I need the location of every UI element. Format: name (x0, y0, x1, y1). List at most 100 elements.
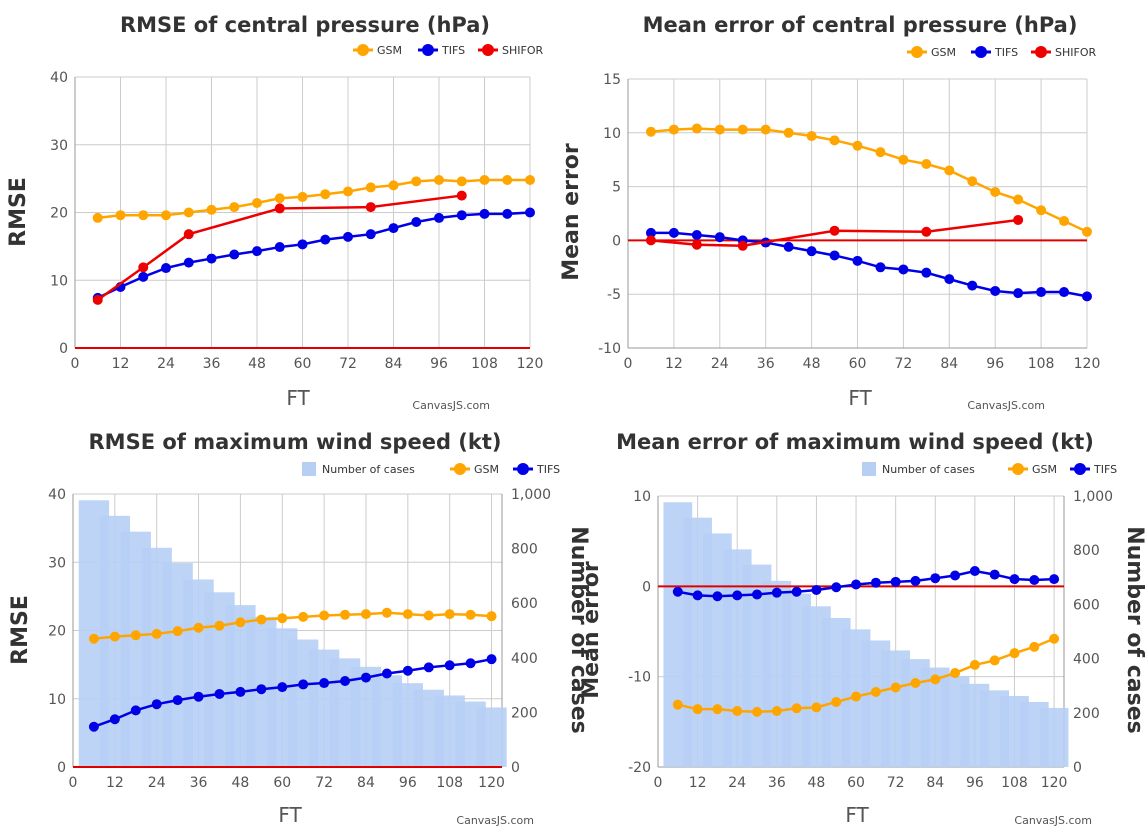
data-point-tifs (691, 230, 702, 241)
data-point-tifs (297, 239, 308, 250)
x-tick-label: 108 (1001, 775, 1028, 791)
data-point-shifor (183, 229, 194, 240)
x-tick-label: 0 (69, 775, 78, 791)
data-point-gsm (967, 176, 978, 187)
data-point-shifor (92, 294, 103, 305)
data-point-tifs (235, 686, 246, 697)
y2-tick-label: 200 (511, 705, 538, 721)
x-tick-label: 60 (847, 775, 865, 791)
data-point-gsm (411, 176, 422, 187)
data-point-tifs (161, 263, 171, 274)
y-axis-title: RMSE (8, 595, 33, 665)
x-tick-label: 0 (71, 356, 80, 372)
x-tick-label: 72 (339, 356, 357, 372)
y-tick-label: -10 (628, 670, 651, 686)
data-point-tifs (969, 565, 980, 576)
data-point-tifs (921, 267, 932, 278)
data-point-gsm (989, 655, 1000, 666)
data-point-tifs (668, 227, 679, 238)
x-tick-label: 24 (711, 356, 729, 372)
data-point-gsm (298, 611, 309, 622)
data-point-tifs (783, 241, 794, 252)
legend-marker-tifs (975, 46, 987, 58)
x-tick-label: 48 (803, 356, 821, 372)
data-point-tifs (1036, 287, 1047, 298)
data-point-shifor (829, 225, 840, 236)
data-point-tifs (88, 721, 99, 732)
series-line-gsm (650, 127, 1088, 233)
y2-axis-title: Number of cases (1122, 526, 1147, 734)
x-tick-label: 120 (478, 775, 505, 791)
data-point-gsm (969, 659, 980, 670)
legend-marker-shifor (482, 44, 494, 56)
data-point-tifs (672, 586, 683, 597)
data-point-tifs (930, 573, 941, 584)
data-point-tifs (752, 589, 763, 600)
data-point-tifs (771, 587, 782, 598)
data-point-gsm (921, 159, 932, 170)
y2-tick-label: 400 (1073, 652, 1100, 668)
data-point-gsm (944, 165, 955, 176)
data-point-tifs (456, 210, 467, 221)
x-tick-label: 12 (112, 356, 130, 372)
y-axis-title: Mean error (579, 561, 604, 699)
legend-marker-tifs (517, 463, 529, 475)
data-point-tifs (172, 695, 183, 706)
data-point-tifs (479, 208, 490, 219)
x-tick-label: 72 (887, 775, 905, 791)
chart-panel-4: Mean error of maximum wind speed (kt) 0 12… (579, 430, 1147, 827)
data-point-gsm (714, 124, 725, 135)
y-tick-label: 0 (59, 341, 68, 357)
x-tick-label: 36 (768, 775, 786, 791)
data-point-gsm (340, 609, 351, 620)
y2-tick-label: 0 (511, 760, 520, 776)
data-point-shifor (645, 235, 656, 246)
x-axis-title: FT (278, 803, 302, 827)
data-point-shifor (921, 226, 932, 237)
y-tick-label: 10 (50, 273, 68, 289)
x-tick-label: 120 (1074, 356, 1101, 372)
y2-tick-label: 1,000 (1073, 489, 1113, 505)
data-point-gsm (423, 610, 434, 621)
data-point-tifs (434, 212, 444, 223)
x-tick-label: 48 (808, 775, 826, 791)
data-point-gsm (277, 613, 288, 624)
series-line-shifor (97, 194, 462, 301)
data-point-gsm (732, 705, 743, 716)
data-point-gsm (1013, 194, 1024, 205)
data-point-tifs (320, 234, 331, 245)
data-point-tifs (910, 575, 921, 586)
data-point-tifs (989, 569, 1000, 580)
data-point-gsm (235, 617, 246, 628)
data-point-tifs (138, 271, 149, 282)
series-line-tifs (97, 211, 531, 299)
y-tick-label: 0 (642, 579, 651, 595)
data-point-tifs (319, 678, 330, 689)
legend-label: Number of cases (882, 463, 975, 476)
data-point-gsm (360, 609, 371, 620)
data-point-gsm (890, 682, 901, 693)
x-tick-label: 36 (190, 775, 208, 791)
legend-marker-cases (862, 462, 876, 476)
data-point-gsm (365, 182, 376, 193)
legend-label: GSM (1032, 463, 1057, 476)
data-point-tifs (365, 229, 376, 240)
x-tick-label: 24 (728, 775, 746, 791)
data-point-tifs (811, 584, 822, 595)
chart-title: RMSE of central pressure (hPa) (120, 13, 490, 37)
y-tick-label: 40 (48, 487, 66, 503)
data-point-gsm (752, 706, 763, 717)
chart-panel-3: RMSE of maximum wind speed (kt) 0 12 24 36 48… (8, 430, 591, 827)
legend-label: TIFS (994, 46, 1018, 59)
x-tick-label: 96 (399, 775, 417, 791)
data-point-gsm (771, 705, 782, 716)
data-point-tifs (852, 255, 863, 266)
data-point-tifs (875, 262, 886, 273)
chart-panel-1: RMSE of central pressure (hPa) 0 12 24 36 48 6… (6, 13, 543, 412)
legend-label: TIFS (441, 44, 465, 57)
x-tick-label: 84 (385, 356, 403, 372)
data-point-gsm (297, 191, 308, 202)
y-axis-title: Mean error (559, 143, 584, 281)
data-point-gsm (1036, 205, 1047, 216)
legend-marker-gsm (1012, 463, 1024, 475)
